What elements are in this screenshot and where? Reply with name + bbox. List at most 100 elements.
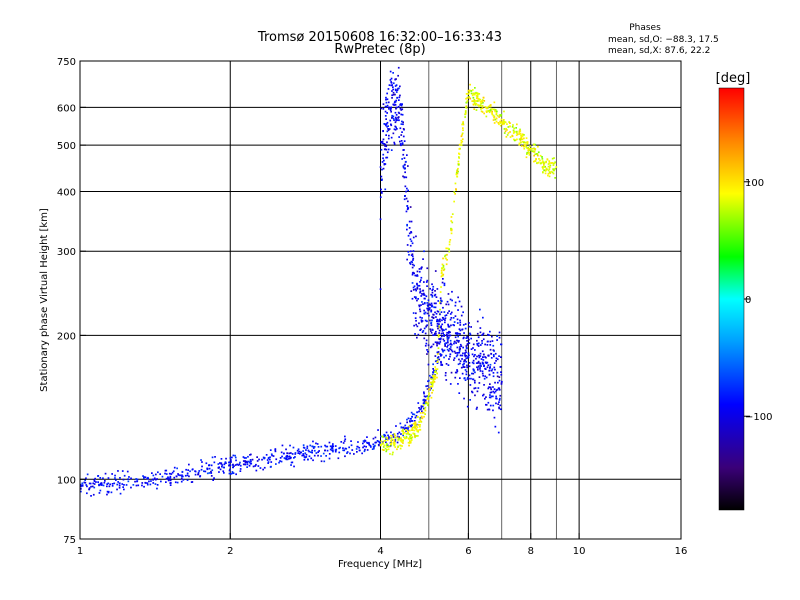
echo-point	[401, 113, 404, 116]
echo-point	[390, 81, 392, 83]
echo-point	[443, 349, 446, 352]
echo-point	[272, 455, 275, 457]
echo-point	[518, 142, 521, 145]
echo-point	[495, 360, 497, 362]
echo-point	[474, 87, 476, 89]
echo-point	[289, 444, 291, 447]
echo-point	[107, 491, 110, 494]
echo-point	[363, 450, 366, 453]
echo-point	[222, 470, 225, 473]
echo-point	[338, 447, 340, 450]
echo-point	[434, 311, 436, 314]
echo-point	[488, 105, 491, 107]
echo-point	[80, 490, 82, 493]
echo-point	[436, 358, 439, 361]
echo-point	[473, 108, 476, 110]
echo-point	[244, 460, 246, 462]
echo-point	[481, 340, 483, 342]
echo-point	[223, 463, 226, 466]
echo-point	[225, 457, 227, 460]
echo-point	[146, 477, 149, 480]
echo-point	[313, 449, 316, 452]
echo-point	[429, 328, 432, 331]
echo-point	[453, 200, 455, 203]
echo-point	[417, 424, 420, 426]
echo-point	[406, 432, 408, 435]
echo-point	[239, 464, 242, 467]
echo-point	[331, 446, 334, 448]
echo-point	[425, 339, 428, 342]
echo-point	[377, 440, 380, 443]
echo-point	[488, 334, 490, 336]
echo-point	[402, 439, 404, 441]
echo-point	[385, 437, 388, 439]
echo-point	[480, 110, 483, 113]
echo-point	[385, 438, 387, 440]
echo-point	[432, 389, 434, 392]
echo-point	[458, 392, 461, 394]
echo-point	[477, 360, 480, 363]
echo-point	[412, 257, 415, 260]
echo-point	[405, 197, 408, 200]
echo-point	[498, 114, 501, 116]
echo-point	[197, 473, 199, 476]
echo-point	[411, 272, 414, 274]
echo-point	[219, 462, 221, 464]
echo-point	[449, 313, 452, 315]
echo-point	[503, 128, 506, 130]
echo-point	[86, 485, 88, 488]
echo-point	[423, 408, 426, 411]
echo-point	[287, 456, 289, 458]
echo-point	[450, 371, 453, 374]
echo-point	[248, 460, 250, 463]
echo-point	[420, 319, 423, 322]
echo-point	[475, 408, 478, 410]
echo-point	[549, 164, 552, 167]
echo-point	[503, 132, 506, 134]
x-tick-label: 8	[528, 546, 534, 557]
echo-point	[106, 485, 108, 488]
echo-point	[435, 371, 437, 373]
echo-point	[339, 446, 341, 449]
echo-point	[439, 297, 442, 300]
echo-point	[493, 366, 496, 369]
echo-point	[400, 140, 403, 142]
echo-point	[472, 343, 475, 346]
echo-point	[249, 459, 252, 461]
echo-point	[424, 344, 427, 347]
echo-point	[454, 332, 457, 334]
echo-point	[413, 424, 416, 426]
echo-point	[392, 93, 395, 96]
echo-point	[431, 283, 433, 286]
echo-point	[446, 259, 448, 261]
echo-point	[419, 412, 422, 414]
echo-point	[454, 376, 457, 379]
echo-point	[179, 474, 181, 477]
echo-point	[250, 462, 253, 465]
echo-point	[228, 461, 231, 464]
echo-point	[90, 495, 92, 497]
echo-point	[281, 455, 283, 458]
echo-point	[403, 176, 406, 179]
echo-point	[174, 481, 177, 484]
echo-point	[482, 374, 484, 377]
echo-point	[472, 378, 474, 381]
echo-point	[491, 113, 494, 116]
echo-point	[476, 362, 479, 364]
echo-point	[361, 452, 363, 455]
echo-point	[546, 158, 549, 160]
echo-point	[407, 251, 410, 253]
echo-point	[416, 270, 419, 273]
echo-point	[455, 355, 458, 358]
echo-point	[194, 470, 196, 472]
echo-point	[357, 441, 359, 443]
echo-point	[452, 317, 455, 319]
echo-point	[482, 332, 485, 335]
echo-point	[127, 480, 130, 483]
echo-point	[521, 138, 524, 141]
echo-point	[445, 354, 447, 357]
echo-point	[466, 347, 468, 350]
echo-point	[449, 318, 452, 321]
echo-point	[435, 333, 437, 335]
echo-point	[440, 275, 443, 278]
